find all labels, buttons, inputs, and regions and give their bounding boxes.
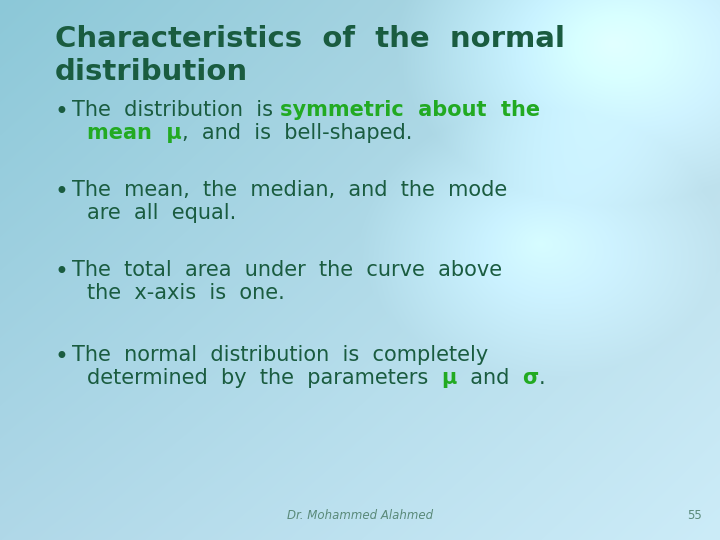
Text: are  all  equal.: are all equal. — [87, 203, 236, 223]
Text: The  distribution  is: The distribution is — [72, 100, 279, 120]
Text: •: • — [55, 260, 69, 284]
Text: The  mean,  the  median,  and  the  mode: The mean, the median, and the mode — [72, 180, 508, 200]
Text: determined  by  the  parameters: determined by the parameters — [87, 368, 441, 388]
Text: 55: 55 — [688, 509, 703, 522]
Text: Dr. Mohammed Alahmed: Dr. Mohammed Alahmed — [287, 509, 433, 522]
Text: symmetric  about  the: symmetric about the — [279, 100, 540, 120]
Text: •: • — [55, 180, 69, 204]
Text: and: and — [457, 368, 523, 388]
Text: ,  and  is  bell-shaped.: , and is bell-shaped. — [181, 123, 412, 143]
Text: •: • — [55, 345, 69, 369]
Text: distribution: distribution — [55, 58, 248, 86]
Text: The  total  area  under  the  curve  above: The total area under the curve above — [72, 260, 502, 280]
Text: mean  μ: mean μ — [87, 123, 181, 143]
Text: Characteristics  of  the  normal: Characteristics of the normal — [55, 25, 565, 53]
Text: the  x-axis  is  one.: the x-axis is one. — [87, 284, 284, 303]
Text: σ: σ — [523, 368, 539, 388]
Text: .: . — [539, 368, 545, 388]
Text: μ: μ — [441, 368, 457, 388]
Text: The  normal  distribution  is  completely: The normal distribution is completely — [72, 345, 488, 365]
Text: •: • — [55, 100, 69, 124]
